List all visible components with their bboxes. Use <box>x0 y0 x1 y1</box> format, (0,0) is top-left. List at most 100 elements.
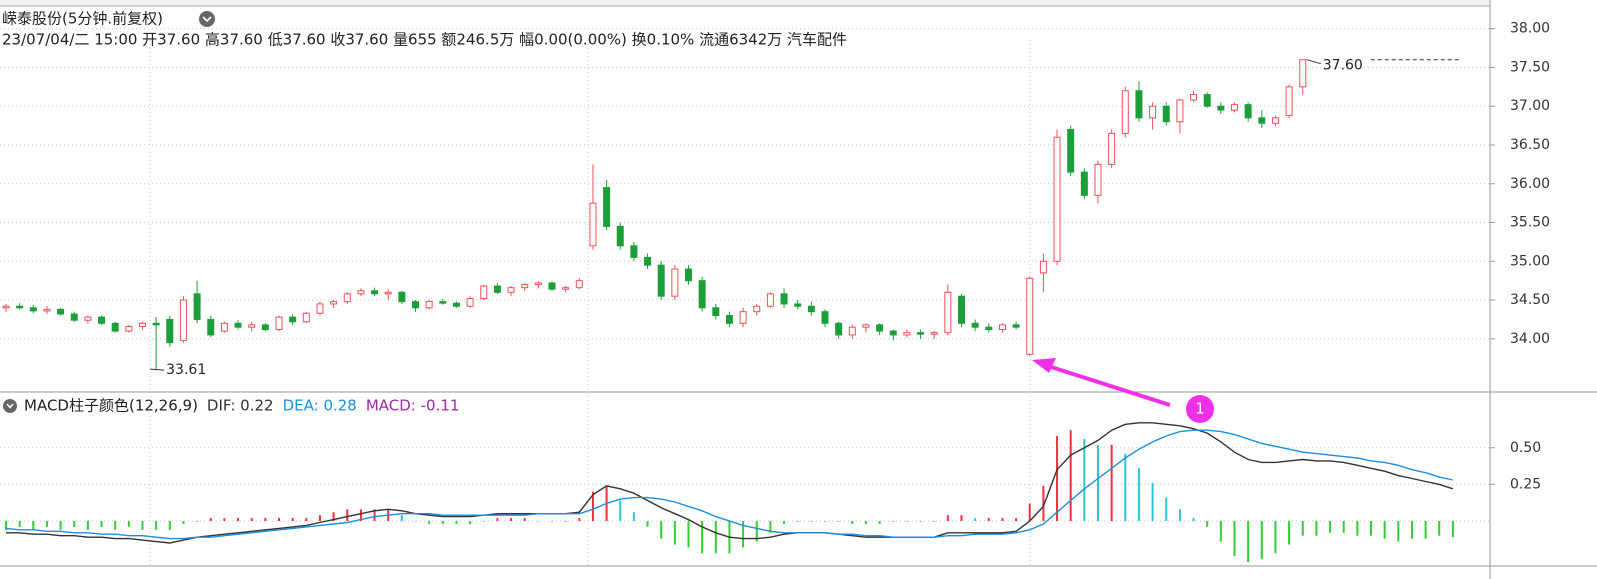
max-arrow <box>1306 59 1321 65</box>
candle-body <box>780 293 788 305</box>
y-tick-label: 36.00 <box>1510 176 1550 192</box>
macd-bar <box>86 521 89 530</box>
macd-bar <box>1438 521 1441 536</box>
macd-bar <box>1301 521 1304 536</box>
y-tick-label: 34.50 <box>1510 292 1550 308</box>
macd-bar <box>1315 521 1318 536</box>
candle-body <box>739 311 747 324</box>
candle-body <box>903 332 911 336</box>
candle-body <box>193 293 201 320</box>
y-tick-label: 36.50 <box>1510 137 1550 153</box>
macd-bar <box>591 491 594 522</box>
y-tick-label: 37.50 <box>1510 59 1550 75</box>
macd-bar <box>1233 521 1236 557</box>
macd-bar <box>1370 521 1372 536</box>
candle-body <box>384 291 392 295</box>
candle-body <box>548 282 556 290</box>
candle-body <box>179 299 187 341</box>
candle-body <box>316 303 324 314</box>
candle-body <box>275 316 283 331</box>
macd-bar <box>660 521 663 539</box>
macd-bar <box>196 521 199 522</box>
candle-body <box>917 332 925 335</box>
macd-bar <box>127 521 130 527</box>
macd-bar <box>469 521 472 524</box>
candle-body <box>139 322 146 327</box>
y-tick-label: 35.00 <box>1510 253 1550 269</box>
settings-button[interactable] <box>199 11 215 27</box>
candle-body <box>425 301 433 309</box>
macd-bar <box>237 518 240 522</box>
macd-bar <box>59 521 62 530</box>
candle-body <box>603 187 611 227</box>
macd-bar <box>933 521 936 522</box>
macd-bar <box>1151 482 1154 522</box>
y-tick-label: 0.50 <box>1510 440 1541 456</box>
macd-bar <box>1342 521 1345 533</box>
macd-bar <box>305 518 308 522</box>
chart-title: 嵘泰股份(5分钟.前复权) <box>2 10 163 28</box>
macd-bar <box>264 518 267 522</box>
candle-body <box>971 322 979 328</box>
macd-bar <box>960 515 963 522</box>
candle-body <box>889 330 897 336</box>
candle-body <box>1244 104 1252 119</box>
y-tick-label: 37.00 <box>1510 98 1550 114</box>
candle-body <box>1067 128 1075 173</box>
candle-body <box>1026 277 1034 355</box>
macd-bar <box>987 518 990 522</box>
y-tick-label: 35.50 <box>1510 215 1550 231</box>
macd-bar <box>878 521 881 524</box>
candle-body <box>70 313 78 321</box>
candle-body <box>2 305 10 309</box>
macd-bar <box>1329 521 1332 533</box>
macd-bar <box>919 521 922 522</box>
macd-bar <box>1410 521 1413 539</box>
candle-body <box>1176 99 1184 123</box>
candle-body <box>1162 105 1170 123</box>
macd-bar <box>810 521 813 522</box>
candle-body <box>876 324 884 332</box>
macd-bar <box>428 521 431 524</box>
dea-line <box>5 429 1454 540</box>
macd-bar <box>1137 468 1140 522</box>
macd-bar <box>414 521 417 522</box>
macd-bar <box>946 515 949 522</box>
toolbar-edge <box>0 0 1490 6</box>
macd-bar <box>73 521 76 527</box>
macd-bar <box>114 521 117 530</box>
candle-body <box>29 307 37 312</box>
macd-bar <box>551 521 553 522</box>
macd-bar <box>864 521 867 524</box>
legend-entry: MACD柱子颜色(12,26,9) <box>24 397 198 415</box>
macd-bar <box>796 521 799 522</box>
min-label: 33.61 <box>166 362 206 378</box>
candle-body <box>848 326 856 336</box>
settings-chevron <box>202 16 212 23</box>
macd-bar <box>155 521 158 530</box>
candle-body <box>685 268 692 282</box>
candle-body <box>671 268 679 297</box>
macd-bar <box>714 521 717 554</box>
macd-bar <box>141 521 144 530</box>
candle-body <box>725 315 733 324</box>
candle-body <box>152 322 160 326</box>
macd-bar <box>100 521 103 527</box>
macd-bar <box>441 521 444 524</box>
macd-bar <box>1274 521 1277 554</box>
candle-body <box>57 308 65 315</box>
candle-body <box>616 225 624 247</box>
indicator-button[interactable] <box>3 399 17 413</box>
macd-bar <box>1083 438 1086 522</box>
candle-body <box>644 256 652 266</box>
candle-body <box>343 293 351 303</box>
candle-body <box>562 287 570 290</box>
macd-bar <box>455 521 458 524</box>
legend-entry: MACD: -0.11 <box>366 397 460 415</box>
candle-body <box>657 264 665 297</box>
candle-body <box>1121 90 1129 134</box>
annotation-arrowhead <box>1032 358 1056 373</box>
candle-body <box>1299 59 1307 88</box>
macd-bar <box>1178 509 1181 522</box>
macd-bar <box>619 500 622 522</box>
